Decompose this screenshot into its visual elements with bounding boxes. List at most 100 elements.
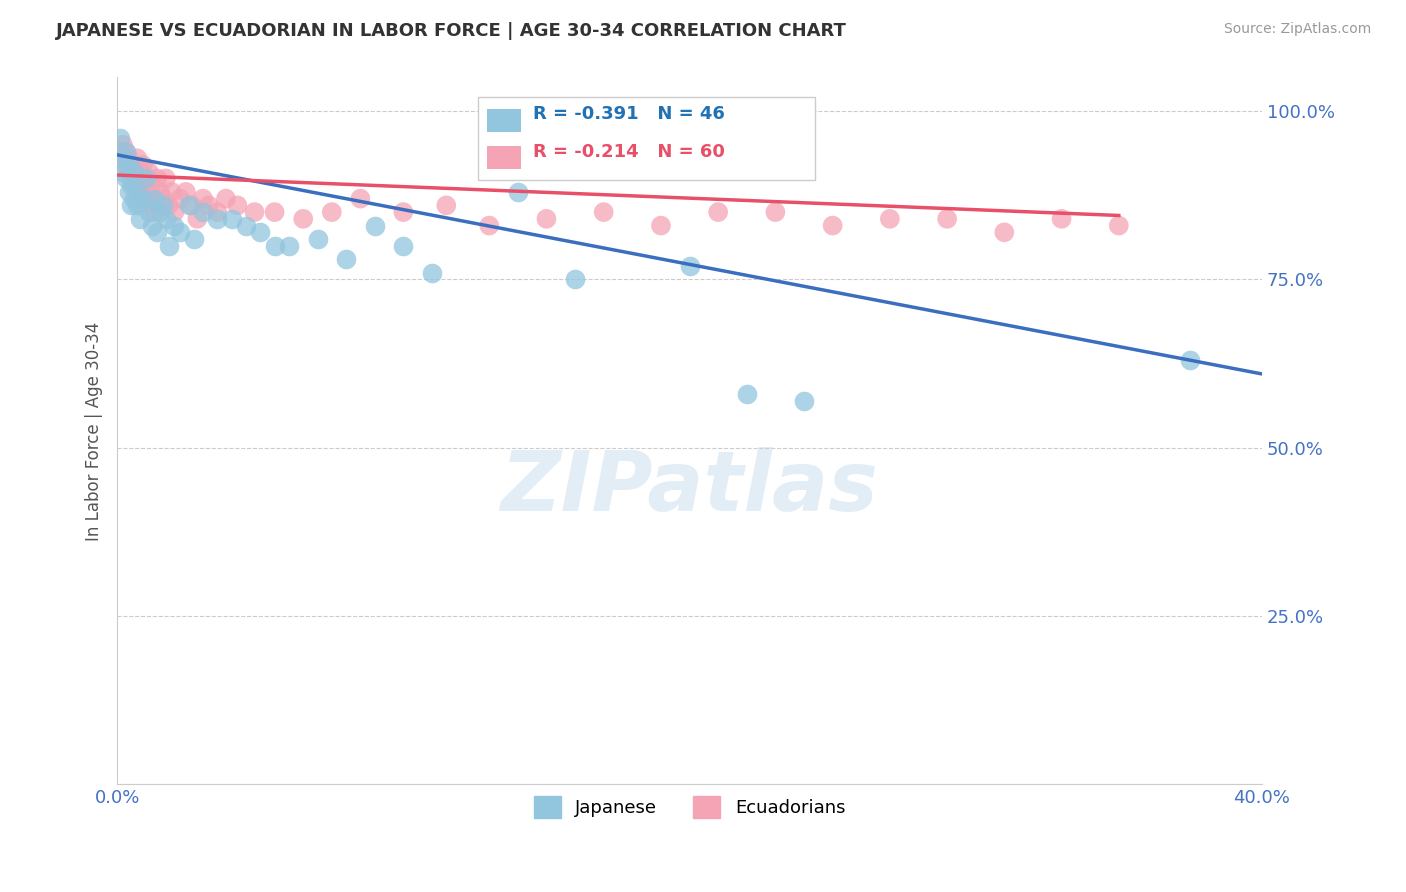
Japanese bbox=[108, 131, 131, 145]
Ecuadorians bbox=[138, 164, 160, 178]
Ecuadorians bbox=[124, 178, 146, 193]
Japanese bbox=[163, 219, 186, 233]
Japanese bbox=[678, 259, 700, 273]
Ecuadorians bbox=[174, 185, 197, 199]
Japanese bbox=[207, 211, 229, 226]
Text: Source: ZipAtlas.com: Source: ZipAtlas.com bbox=[1223, 22, 1371, 37]
Japanese bbox=[129, 211, 152, 226]
Japanese bbox=[506, 185, 529, 199]
FancyBboxPatch shape bbox=[486, 109, 522, 132]
Ecuadorians bbox=[226, 198, 249, 212]
Ecuadorians bbox=[157, 198, 180, 212]
Ecuadorians bbox=[292, 211, 315, 226]
Japanese bbox=[117, 158, 139, 172]
Ecuadorians bbox=[321, 205, 343, 219]
Ecuadorians bbox=[143, 192, 166, 206]
Ecuadorians bbox=[392, 205, 415, 219]
Japanese bbox=[135, 171, 157, 186]
Ecuadorians bbox=[127, 171, 149, 186]
Ecuadorians bbox=[993, 225, 1015, 239]
Japanese bbox=[793, 393, 815, 408]
Ecuadorians bbox=[108, 145, 131, 159]
Ecuadorians bbox=[127, 151, 149, 165]
Japanese bbox=[155, 211, 177, 226]
Ecuadorians bbox=[763, 205, 786, 219]
Ecuadorians bbox=[117, 151, 139, 165]
Ecuadorians bbox=[349, 192, 371, 206]
Japanese bbox=[111, 164, 134, 178]
Japanese bbox=[277, 239, 299, 253]
Japanese bbox=[235, 219, 257, 233]
Japanese bbox=[177, 198, 200, 212]
Japanese bbox=[157, 239, 180, 253]
Ecuadorians bbox=[111, 137, 134, 152]
Japanese bbox=[124, 164, 146, 178]
Ecuadorians bbox=[129, 164, 152, 178]
Japanese bbox=[249, 225, 271, 239]
Ecuadorians bbox=[169, 192, 191, 206]
Ecuadorians bbox=[143, 205, 166, 219]
Ecuadorians bbox=[936, 211, 959, 226]
Ecuadorians bbox=[141, 198, 163, 212]
Ecuadorians bbox=[114, 158, 136, 172]
Japanese bbox=[114, 145, 136, 159]
Japanese bbox=[191, 205, 214, 219]
Ecuadorians bbox=[879, 211, 901, 226]
Japanese bbox=[138, 205, 160, 219]
Ecuadorians bbox=[135, 178, 157, 193]
Japanese bbox=[121, 198, 143, 212]
Japanese bbox=[169, 225, 191, 239]
Ecuadorians bbox=[152, 192, 174, 206]
Japanese bbox=[263, 239, 285, 253]
Japanese bbox=[132, 192, 155, 206]
Ecuadorians bbox=[1050, 211, 1073, 226]
Japanese bbox=[420, 266, 443, 280]
Text: R = -0.214   N = 60: R = -0.214 N = 60 bbox=[533, 143, 724, 161]
Ecuadorians bbox=[180, 198, 202, 212]
Ecuadorians bbox=[163, 205, 186, 219]
Ecuadorians bbox=[121, 158, 143, 172]
Japanese bbox=[143, 192, 166, 206]
Japanese bbox=[335, 252, 357, 267]
Japanese bbox=[221, 211, 243, 226]
Japanese bbox=[149, 205, 172, 219]
Ecuadorians bbox=[215, 192, 238, 206]
Japanese bbox=[146, 225, 169, 239]
Ecuadorians bbox=[207, 205, 229, 219]
Ecuadorians bbox=[132, 171, 155, 186]
Ecuadorians bbox=[536, 211, 558, 226]
Japanese bbox=[392, 239, 415, 253]
Text: ZIPatlas: ZIPatlas bbox=[501, 447, 879, 528]
Ecuadorians bbox=[434, 198, 457, 212]
Ecuadorians bbox=[124, 164, 146, 178]
Text: JAPANESE VS ECUADORIAN IN LABOR FORCE | AGE 30-34 CORRELATION CHART: JAPANESE VS ECUADORIAN IN LABOR FORCE | … bbox=[56, 22, 846, 40]
Japanese bbox=[141, 219, 163, 233]
Japanese bbox=[111, 151, 134, 165]
Ecuadorians bbox=[141, 178, 163, 193]
Ecuadorians bbox=[111, 151, 134, 165]
FancyBboxPatch shape bbox=[478, 96, 815, 180]
Ecuadorians bbox=[160, 185, 183, 199]
Ecuadorians bbox=[117, 164, 139, 178]
Ecuadorians bbox=[186, 211, 208, 226]
Ecuadorians bbox=[243, 205, 266, 219]
Ecuadorians bbox=[650, 219, 672, 233]
Ecuadorians bbox=[129, 185, 152, 199]
Ecuadorians bbox=[263, 205, 285, 219]
Japanese bbox=[735, 387, 758, 401]
Ecuadorians bbox=[821, 219, 844, 233]
Ecuadorians bbox=[121, 171, 143, 186]
Japanese bbox=[114, 171, 136, 186]
Text: R = -0.391   N = 46: R = -0.391 N = 46 bbox=[533, 105, 724, 123]
Ecuadorians bbox=[146, 171, 169, 186]
Ecuadorians bbox=[138, 185, 160, 199]
Japanese bbox=[564, 272, 586, 286]
Ecuadorians bbox=[197, 198, 219, 212]
Japanese bbox=[117, 185, 139, 199]
Japanese bbox=[307, 232, 329, 246]
Ecuadorians bbox=[135, 192, 157, 206]
FancyBboxPatch shape bbox=[486, 146, 522, 169]
Ecuadorians bbox=[155, 171, 177, 186]
Japanese bbox=[124, 192, 146, 206]
Ecuadorians bbox=[132, 158, 155, 172]
